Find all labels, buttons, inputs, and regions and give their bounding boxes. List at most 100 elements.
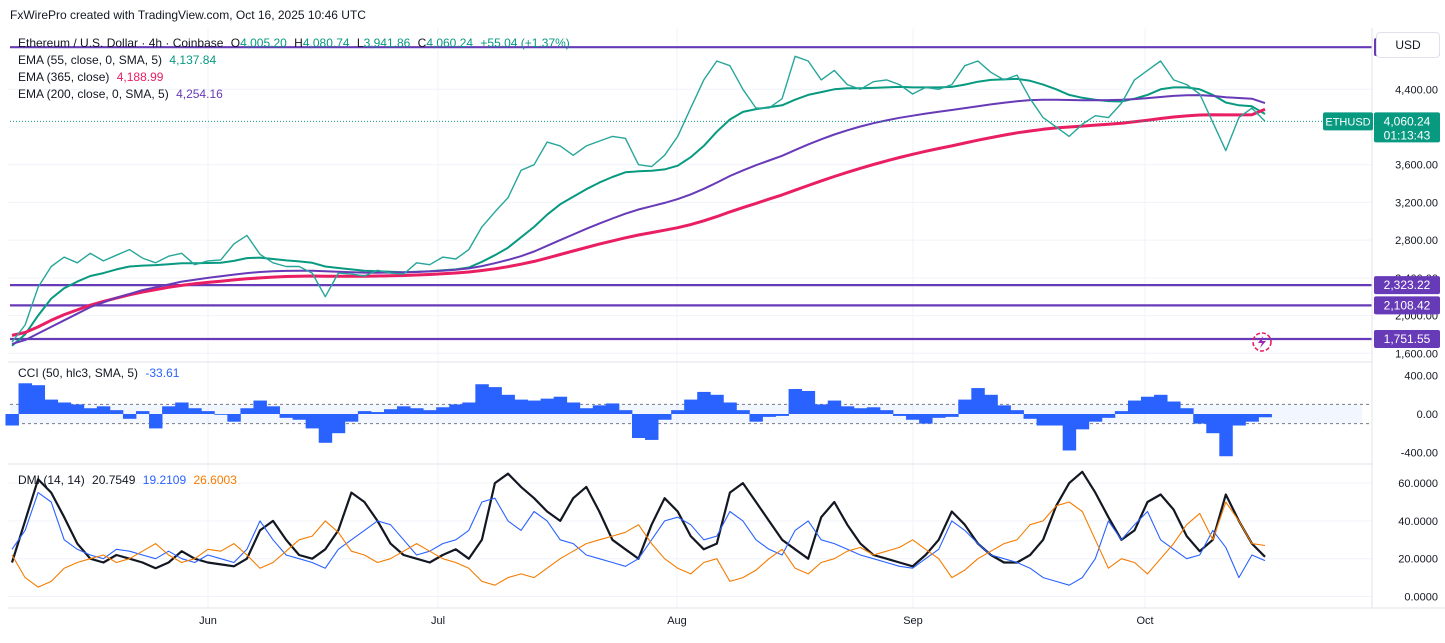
cci-bar <box>775 414 789 416</box>
cci-bar <box>162 406 176 414</box>
y-tick-label: 0.0000 <box>1404 592 1438 604</box>
cci-bar <box>605 403 620 414</box>
cci-bar <box>671 410 685 414</box>
cci-bar <box>1180 408 1194 414</box>
cci-bar <box>958 399 972 414</box>
cci-bar <box>1141 396 1155 414</box>
dmi-line <box>11 492 1266 586</box>
cci-bar <box>44 399 59 414</box>
indicator-lines <box>10 77 1266 588</box>
cci-bar <box>83 408 98 414</box>
cci-bar <box>723 402 737 414</box>
cci-bar <box>1114 411 1129 414</box>
cci-bar <box>1049 414 1064 426</box>
cci-bar <box>527 400 542 414</box>
cci-bar <box>201 411 215 414</box>
cci-bar <box>906 414 920 420</box>
x-tick-label: Oct <box>1136 615 1153 627</box>
cci-bar <box>175 402 189 414</box>
cci-bar <box>540 398 555 414</box>
cci-bar <box>658 414 672 420</box>
cci-bar <box>305 414 320 429</box>
currency-button[interactable]: USD <box>1376 32 1440 58</box>
cci-bar <box>488 387 502 414</box>
y-tick-label: 60.0000 <box>1398 478 1438 490</box>
cci-bar <box>96 406 111 414</box>
x-tick-label: Jun <box>199 615 217 627</box>
cci-bar <box>762 414 776 417</box>
cci-bar <box>1245 414 1259 422</box>
cci-bar <box>618 410 633 414</box>
cci-bar <box>945 414 959 417</box>
ema-line <box>11 107 1266 337</box>
cci-bar <box>1010 410 1024 414</box>
cci-bar <box>697 391 711 414</box>
cci-bar <box>997 405 1011 414</box>
legend-ema200[interactable]: EMA (200, close, 0, SMA, 5) 4,254.16 <box>18 87 223 101</box>
x-tick-label: Jul <box>431 615 445 627</box>
watermark: FxWirePro created with TradingView.com, … <box>10 8 366 22</box>
cci-histogram <box>5 383 1372 457</box>
cci-bar <box>1258 414 1272 418</box>
x-tick-label: Sep <box>903 615 923 627</box>
cci-bar <box>579 408 594 414</box>
cci-bar <box>318 414 333 443</box>
cci-bar <box>397 406 411 414</box>
cci-bar <box>1167 401 1181 414</box>
cci-bar <box>423 410 437 414</box>
cci-bar <box>840 406 855 414</box>
price-close-line <box>11 55 1266 343</box>
cci-bar <box>1127 400 1142 414</box>
level-label: 2,108.42 <box>1384 298 1431 312</box>
cci-bar <box>18 383 32 414</box>
cci-bar <box>279 414 294 418</box>
price-line <box>10 55 1372 343</box>
ema-line <box>11 77 1266 347</box>
cci-bar <box>475 384 489 414</box>
y-tick-label: 3,200.00 <box>1395 197 1438 209</box>
cci-bar <box>1075 414 1090 430</box>
level-tag <box>1374 276 1440 295</box>
cci-bar <box>5 414 19 426</box>
y-tick-label: -400.00 <box>1401 447 1438 459</box>
level-label: 2,323.22 <box>1384 278 1431 292</box>
y-tick-label: 400.00 <box>1404 371 1438 383</box>
flash-icon[interactable] <box>1252 332 1272 352</box>
y-tick-label: 3,600.00 <box>1395 160 1438 172</box>
cci-bar <box>57 402 72 414</box>
cci-bar <box>553 396 568 414</box>
cci-bar <box>919 414 933 424</box>
legend-dmi[interactable]: DMI (14, 14) 20.7549 19.2109 26.6003 <box>18 473 237 487</box>
time-axis: Jun Jul Aug Sep Oct <box>199 615 1153 627</box>
cci-bar <box>1232 414 1246 426</box>
cci-bar <box>788 389 803 414</box>
y-tick-label: 40.0000 <box>1398 516 1438 528</box>
dmi-line <box>11 501 1266 588</box>
x-tick-label: Aug <box>667 615 687 627</box>
cci-bar <box>1088 414 1103 422</box>
cci-bar <box>410 408 424 414</box>
legend-cci[interactable]: CCI (50, hlc3, SMA, 5) -33.61 <box>18 366 180 380</box>
cci-bar <box>383 409 398 414</box>
cci-bar <box>370 412 385 414</box>
cci-bar <box>1154 394 1168 414</box>
cci-bar <box>827 400 842 414</box>
cci-bar <box>135 411 150 414</box>
level-tag <box>1374 329 1440 348</box>
legend-ema365[interactable]: EMA (365, close) 4,188.99 <box>18 70 164 84</box>
cci-bar <box>331 414 346 434</box>
cci-bar <box>31 385 46 414</box>
cci-bar <box>214 414 228 415</box>
ohlc-high: 4,080.74 <box>303 36 350 50</box>
symbol-price-tag: ETHUSD <box>1323 112 1373 131</box>
cci-bar <box>736 410 750 414</box>
cci-bar <box>292 414 307 420</box>
cci-bar <box>266 406 280 414</box>
y-tick-label: 1,600.00 <box>1395 348 1438 360</box>
y-tick-label: 4,400.00 <box>1395 84 1438 96</box>
cci-bar <box>971 388 985 414</box>
legend-ema55[interactable]: EMA (55, close, 0, SMA, 5) 4,137.84 <box>18 53 216 67</box>
cci-bar <box>801 390 816 414</box>
cci-bar <box>893 414 907 416</box>
